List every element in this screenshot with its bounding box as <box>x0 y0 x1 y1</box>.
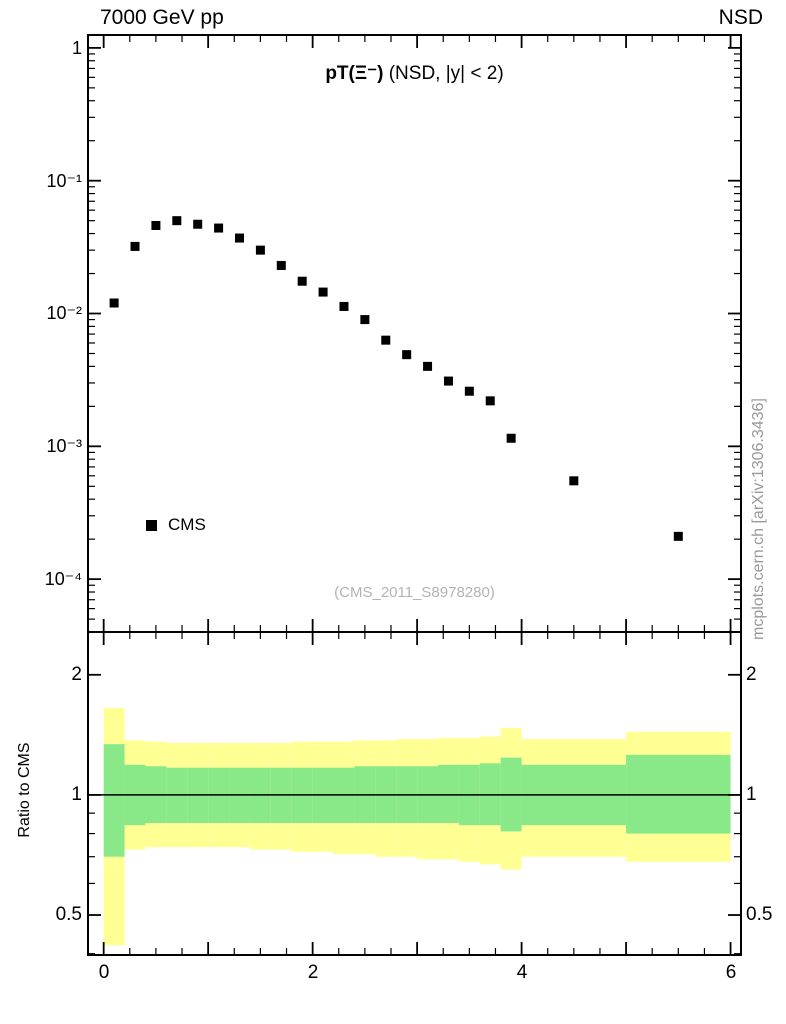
cms-data-marker <box>151 220 161 230</box>
ratio-ytick-left-0p5: 0.5 <box>55 904 82 925</box>
xtick-label-6: 6 <box>725 962 737 983</box>
ratio-inner-uncertainty-band <box>438 764 459 824</box>
observable-cuts: (NSD, |y| < 2) <box>383 63 504 84</box>
cms-data-marker <box>506 433 516 443</box>
cms-data-marker <box>569 476 579 486</box>
ratio-axis-title: Ratio to CMS <box>16 742 33 838</box>
xtick-label-0: 0 <box>98 962 110 983</box>
cms-data-marker <box>464 386 474 396</box>
cms-data-marker <box>485 396 495 406</box>
mcplots-credit-note: mcplots.cern.ch [arXiv:1306.3436] <box>750 398 767 640</box>
cms-data-marker <box>318 287 328 297</box>
legend: CMS <box>146 515 206 535</box>
cms-data-marker <box>214 223 224 233</box>
cms-data-marker <box>673 531 683 541</box>
ratio-ytick-right-1: 1 <box>746 784 757 805</box>
cms-data-marker <box>276 260 286 270</box>
cms-data-marker <box>297 276 307 286</box>
ratio-panel-frame <box>87 631 742 956</box>
cms-data-marker <box>443 376 453 386</box>
ytick-label-1: 1 <box>71 38 82 58</box>
cms-marker-icon <box>146 519 157 531</box>
ratio-ytick-left-1: 1 <box>71 784 82 805</box>
cms-data-marker <box>339 301 349 311</box>
ratio-ytick-right-0p5: 0.5 <box>746 904 773 925</box>
ratio-inner-uncertainty-band <box>103 744 125 857</box>
legend-label-cms: CMS <box>168 515 206 534</box>
plot-title: pT(Ξ⁻) (NSD, |y| < 2) <box>88 62 741 85</box>
ytick-label-1e-3: 10⁻³ <box>46 436 82 456</box>
cms-data-marker <box>423 361 433 371</box>
xtick-label-4: 4 <box>516 962 528 983</box>
ytick-label-1e-4: 10⁻⁴ <box>44 569 82 589</box>
ratio-ytick-left-2: 2 <box>71 664 82 685</box>
cms-data-marker <box>109 298 119 308</box>
xtick-label-2: 2 <box>307 962 319 983</box>
beam-energy-label: 7000 GeV pp <box>100 6 224 29</box>
cms-data-marker <box>234 233 244 243</box>
ytick-label-1e-2: 10⁻² <box>46 303 82 323</box>
main-panel-frame <box>87 34 742 633</box>
cms-data-marker <box>193 219 203 229</box>
ratio-ytick-right-2: 2 <box>746 664 757 685</box>
cms-data-marker <box>172 216 182 226</box>
analysis-id-watermark: (CMS_2011_S8978280) <box>334 584 495 601</box>
observable-name: pT(Ξ⁻) <box>325 63 384 84</box>
cms-data-marker <box>360 315 370 325</box>
cms-data-marker <box>130 241 140 251</box>
event-class-label: NSD <box>718 6 763 29</box>
cms-data-marker <box>381 335 391 345</box>
cms-data-marker <box>402 350 412 360</box>
ytick-label-1e-1: 10⁻¹ <box>46 171 82 191</box>
cms-data-marker <box>255 245 265 255</box>
